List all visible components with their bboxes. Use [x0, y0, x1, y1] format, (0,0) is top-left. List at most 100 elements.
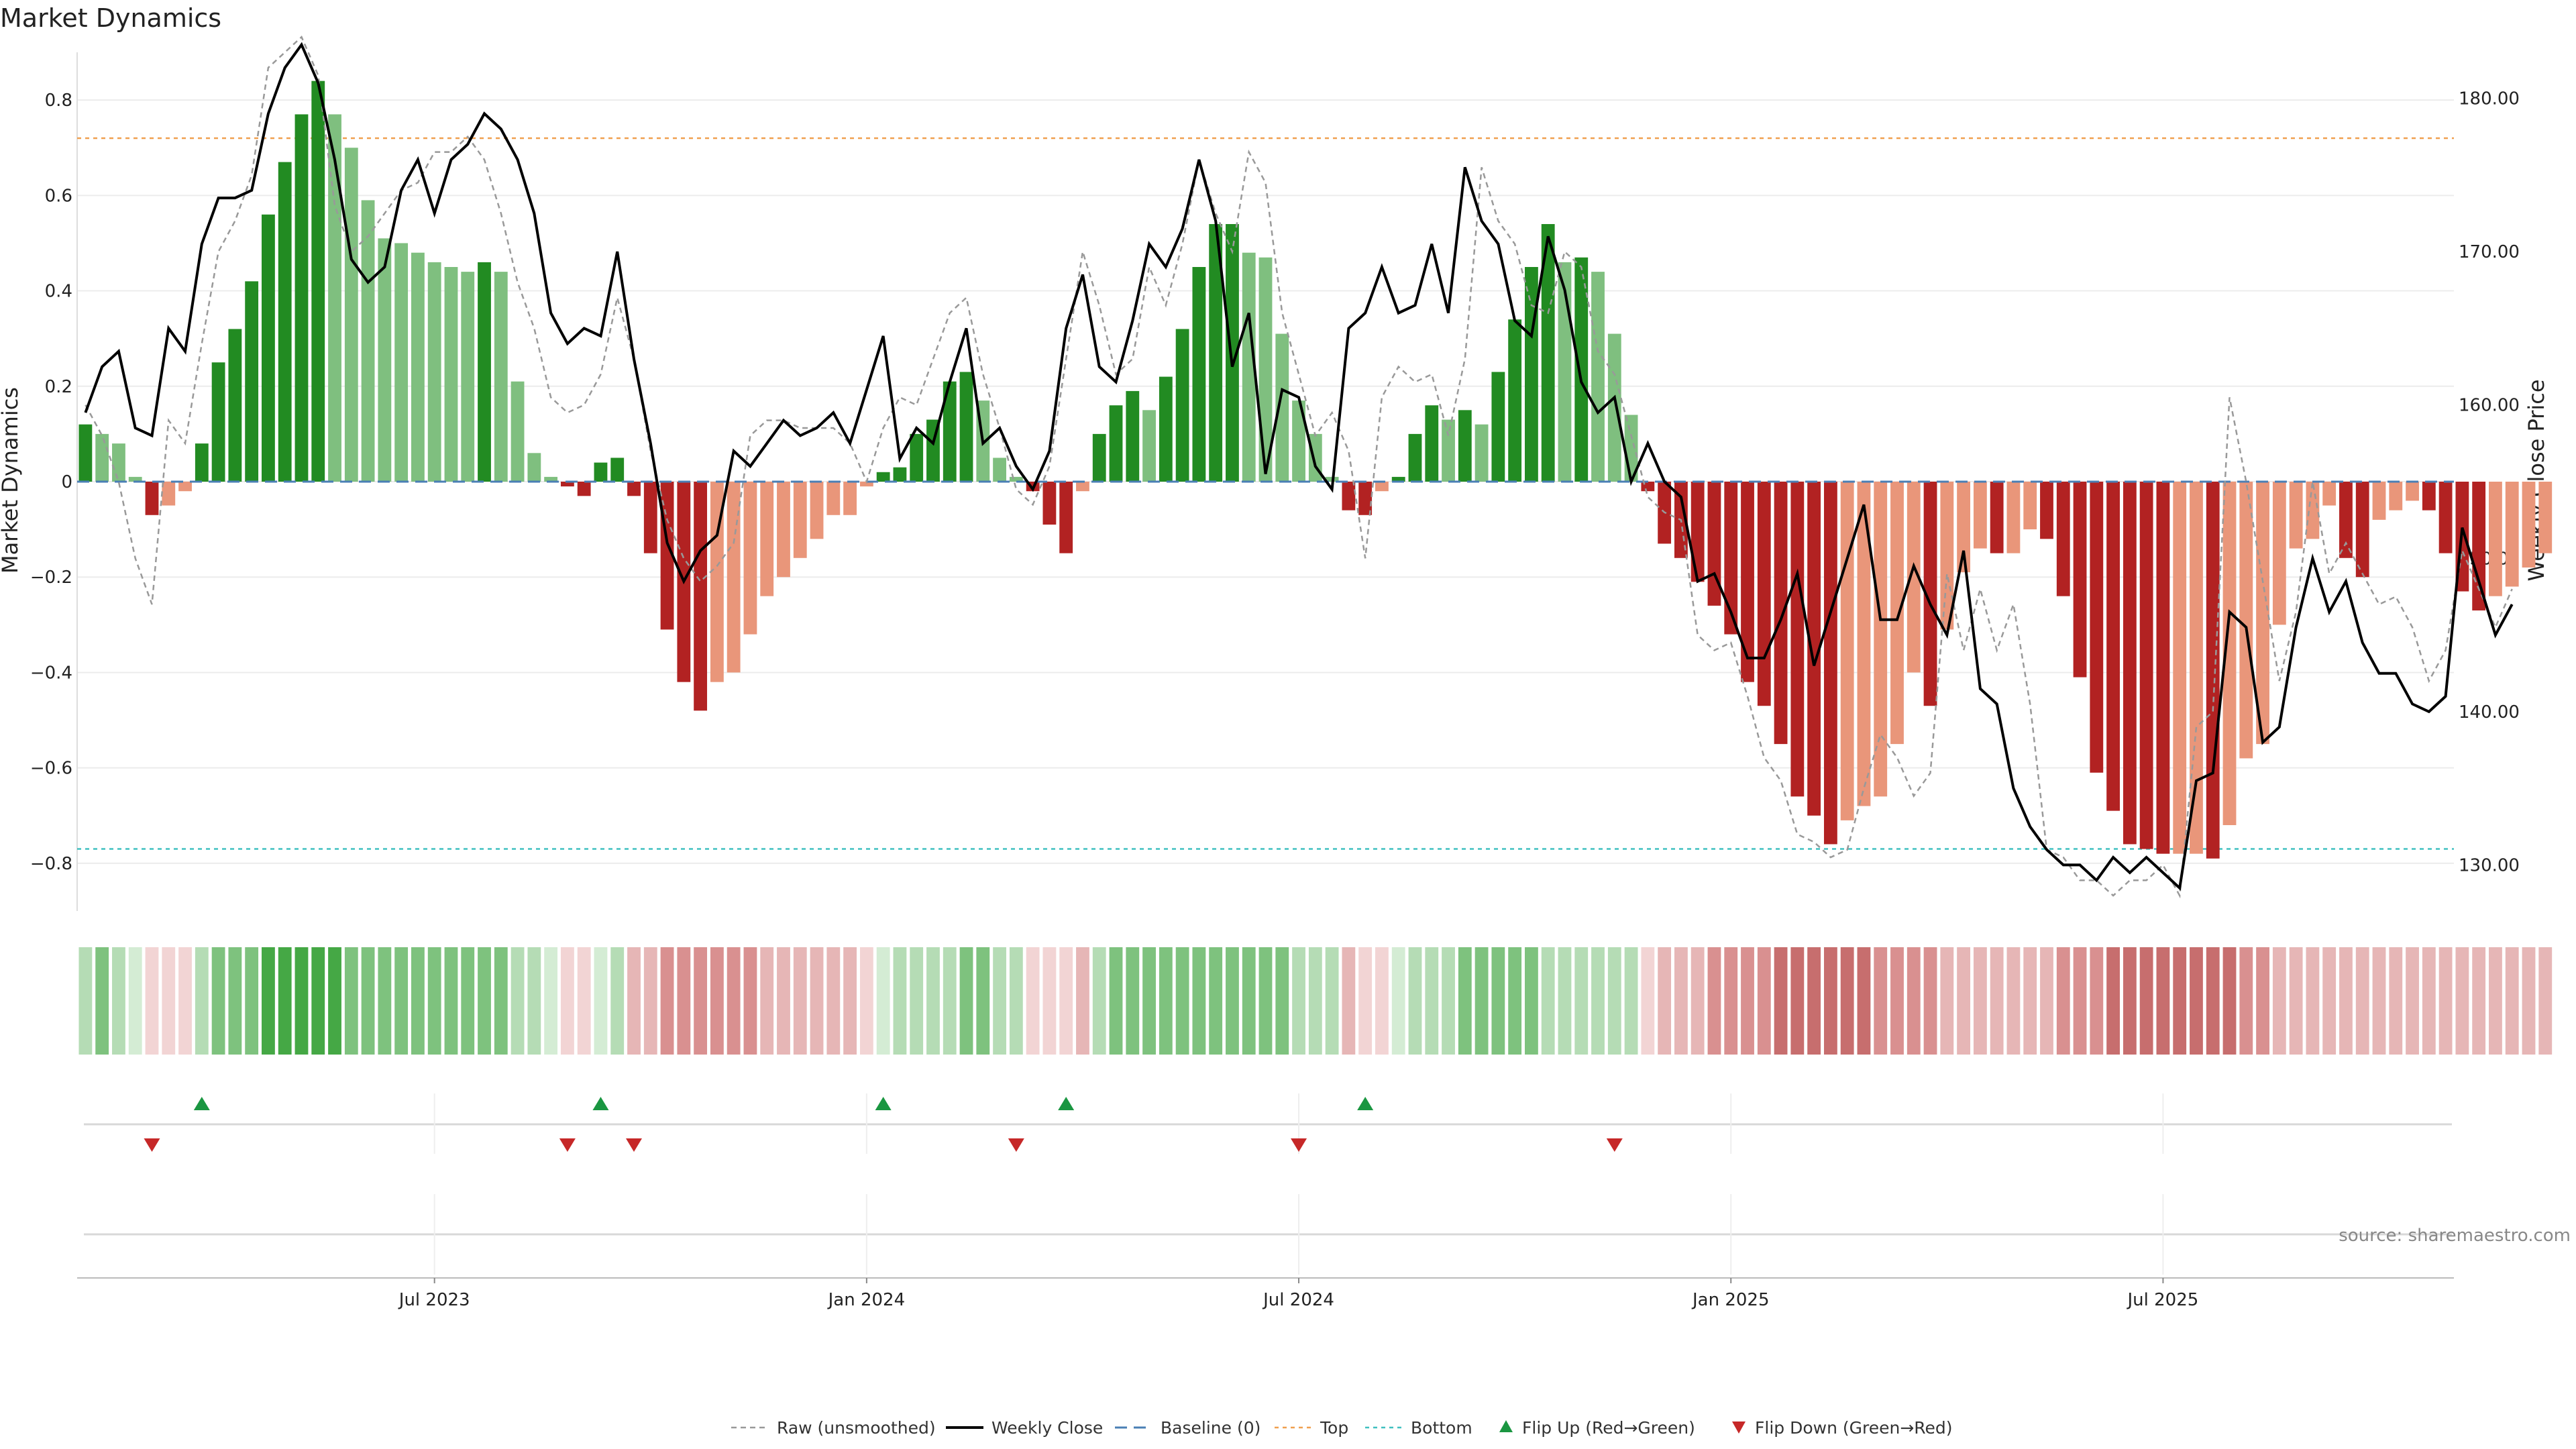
flip-up-marker: [875, 1097, 892, 1110]
strength-cell: [478, 947, 491, 1055]
strength-cell: [1026, 947, 1040, 1055]
dynamics-bar: [826, 482, 841, 515]
strength-cell: [2355, 947, 2369, 1055]
dynamics-bar: [494, 272, 508, 482]
strength-cell: [859, 947, 873, 1055]
strength-cell: [727, 947, 741, 1055]
strength-cell: [1973, 947, 1987, 1055]
dynamics-bar: [2073, 482, 2087, 678]
flip-up-marker: [592, 1097, 609, 1110]
strength-cell: [78, 947, 93, 1055]
strength-cell: [910, 947, 924, 1055]
dynamics-bar: [411, 252, 425, 482]
strength-cell: [2339, 947, 2353, 1055]
dynamics-bar: [810, 482, 824, 539]
strength-cell: [245, 947, 259, 1055]
dynamics-bar: [2190, 482, 2203, 854]
legend-label: Weekly Close: [991, 1418, 1103, 1438]
strength-cell: [1391, 947, 1405, 1055]
strength-cell: [1292, 947, 1305, 1055]
dynamics-bar: [1175, 329, 1189, 482]
dynamics-bar: [1442, 419, 1455, 482]
dynamics-bar: [2106, 482, 2120, 811]
dynamics-bar: [2156, 482, 2170, 854]
strength-cell: [959, 947, 973, 1055]
strength-cell: [2306, 947, 2320, 1055]
dynamics-bar: [2239, 482, 2253, 759]
strength-cell: [2123, 947, 2137, 1055]
strength-cell: [1408, 947, 1422, 1055]
dynamics-bar: [1940, 482, 1954, 630]
left-tick-label: −0.4: [30, 663, 72, 683]
dynamics-bar: [78, 424, 93, 482]
dynamics-bar: [1558, 262, 1572, 482]
dynamics-bar: [2389, 482, 2403, 511]
main-panel: −0.8 −0.6 −0.4 −0.2 0 0.2 0.4 0.6 0.8 130.00 140.…: [0, 35, 2553, 911]
strength-cell: [876, 947, 890, 1055]
strength-cell: [2073, 947, 2087, 1055]
strength-cell: [544, 947, 558, 1055]
strength-cell: [2455, 947, 2469, 1055]
strength-cell: [610, 947, 625, 1055]
strength-cell: [1059, 947, 1073, 1055]
dynamics-bar: [461, 272, 475, 482]
strength-cell: [1541, 947, 1555, 1055]
dynamics-bar: [2322, 482, 2337, 506]
strength-cell: [2489, 947, 2502, 1055]
strength-cell: [1807, 947, 1821, 1055]
strength-cell: [1707, 947, 1721, 1055]
right-tick-label: 140.00: [2459, 702, 2520, 722]
left-tick-label: −0.2: [30, 568, 72, 588]
strength-cell: [1425, 947, 1439, 1055]
strength-cell: [1607, 947, 1621, 1055]
strength-cell: [228, 947, 242, 1055]
strength-cell: [1209, 947, 1223, 1055]
dynamics-bar: [1375, 482, 1389, 492]
x-axis: Jul 2023 Jan 2024 Jul 2024 Jan 2025 Jul 2025: [77, 1277, 2454, 1310]
legend-label: Raw (unsmoothed): [777, 1418, 936, 1438]
legend-swatch: [1732, 1421, 1746, 1434]
dynamics-bar: [793, 482, 807, 558]
dynamics-bar: [1275, 333, 1289, 482]
legend-label: Bottom: [1411, 1418, 1472, 1438]
dynamics-bar: [394, 243, 409, 482]
dynamics-bar: [777, 482, 790, 578]
strength-cell: [1558, 947, 1572, 1055]
dynamics-bar: [727, 482, 741, 673]
legend-label: Top: [1320, 1418, 1348, 1438]
strength-cell: [694, 947, 708, 1055]
dynamics-bar: [1973, 482, 1987, 549]
strength-cell: [2289, 947, 2303, 1055]
strength-cell: [1258, 947, 1273, 1055]
dynamics-bar: [1292, 400, 1305, 482]
strength-cell: [1923, 947, 1937, 1055]
strength-cell: [594, 947, 608, 1055]
right-tick-label: 160.00: [2459, 396, 2520, 416]
strength-cell: [178, 947, 192, 1055]
dynamics-bar: [2222, 482, 2237, 825]
dynamics-bar: [145, 482, 159, 515]
strength-cell: [2023, 947, 2037, 1055]
dynamics-bar: [643, 482, 657, 553]
strength-cell: [577, 947, 591, 1055]
right-tick-label: 170.00: [2459, 242, 2520, 262]
dynamics-bar: [2256, 482, 2269, 745]
dynamics-bar: [1425, 405, 1439, 482]
dynamics-bar: [1458, 410, 1472, 482]
dynamics-bar: [1525, 267, 1538, 482]
strength-cell: [976, 947, 990, 1055]
strength-cell: [2256, 947, 2269, 1055]
left-tick-label: −0.8: [30, 854, 72, 874]
strength-cell: [2406, 947, 2419, 1055]
left-tick-label: 0: [61, 472, 72, 492]
x-axis-ticks: Jul 2023 Jan 2024 Jul 2024 Jan 2025 Jul 2025: [398, 1278, 2198, 1310]
strength-cell: [527, 947, 541, 1055]
strength-cell: [511, 947, 525, 1055]
strength-cell: [893, 947, 907, 1055]
dynamics-bar: [1491, 372, 1505, 482]
flip-down-marker: [144, 1138, 160, 1152]
strength-cell: [2272, 947, 2286, 1055]
strength-cell: [843, 947, 857, 1055]
strength-cell: [461, 947, 475, 1055]
